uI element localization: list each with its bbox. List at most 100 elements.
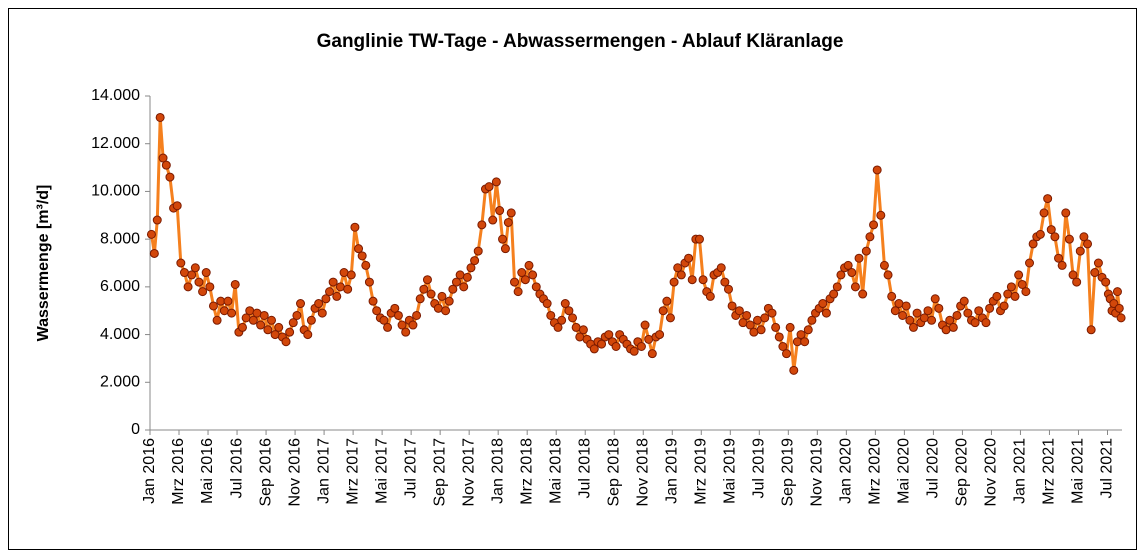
data-point xyxy=(640,320,650,330)
data-point xyxy=(259,310,269,320)
data-point xyxy=(865,232,875,242)
data-point xyxy=(531,282,541,292)
x-tick-label: Mai 2018 xyxy=(547,438,564,504)
data-point xyxy=(774,332,784,342)
data-point xyxy=(459,282,469,292)
data-point xyxy=(510,277,519,287)
data-point xyxy=(546,310,556,320)
data-point xyxy=(760,313,770,323)
x-tick-label: Jul 2018 xyxy=(576,438,593,499)
data-point xyxy=(974,306,984,316)
data-point xyxy=(419,284,429,294)
data-point xyxy=(328,277,338,287)
x-tick-label: Sep 2016 xyxy=(257,438,274,507)
data-point xyxy=(296,299,306,309)
data-point xyxy=(782,349,792,359)
data-point xyxy=(332,291,342,301)
data-point xyxy=(194,277,204,287)
data-point xyxy=(705,291,715,301)
data-point xyxy=(281,337,291,347)
x-tick-label: Mrz 2020 xyxy=(867,438,884,505)
x-tick-label: Mrz 2017 xyxy=(344,438,361,505)
data-point xyxy=(149,248,159,258)
x-tick-label: Mrz 2019 xyxy=(693,438,710,505)
data-point xyxy=(578,325,588,335)
data-point xyxy=(152,215,162,225)
x-tick-label: Jan 2018 xyxy=(489,438,506,504)
data-point xyxy=(473,246,483,256)
data-point xyxy=(669,277,679,287)
data-point xyxy=(676,270,686,280)
data-point xyxy=(237,322,247,332)
y-tick-label: 2.000 xyxy=(100,374,140,391)
y-tick-label: 0 xyxy=(131,421,140,438)
y-axis-label: Wassermenge [m³/d] xyxy=(35,185,52,342)
data-point xyxy=(1010,291,1020,301)
data-point xyxy=(165,172,175,182)
data-point xyxy=(146,229,156,239)
data-point xyxy=(858,289,868,299)
data-point xyxy=(981,318,991,328)
x-tick-label: Jan 2017 xyxy=(315,438,332,504)
data-point xyxy=(923,306,933,316)
data-point xyxy=(553,322,563,332)
data-point xyxy=(498,234,508,244)
data-point xyxy=(883,270,893,280)
data-point xyxy=(887,291,897,301)
x-tick-label: Nov 2020 xyxy=(983,438,1000,507)
data-point xyxy=(1086,325,1096,335)
data-point xyxy=(390,303,400,313)
data-point xyxy=(190,263,200,273)
data-point xyxy=(843,260,853,270)
data-point xyxy=(491,177,501,187)
x-tick-label: Jul 2019 xyxy=(751,438,768,499)
y-tick-label: 14.000 xyxy=(91,87,140,104)
data-point xyxy=(201,268,211,278)
data-point xyxy=(1072,277,1082,287)
data-point xyxy=(503,217,513,227)
x-tick-label: Nov 2017 xyxy=(460,438,477,507)
data-point xyxy=(1039,208,1049,218)
data-point xyxy=(662,296,672,306)
x-tick-label: Sep 2018 xyxy=(605,438,622,507)
data-point xyxy=(1043,194,1053,204)
data-point xyxy=(854,253,864,263)
data-point xyxy=(441,306,451,316)
data-point xyxy=(412,310,422,320)
data-point xyxy=(397,320,407,330)
data-point xyxy=(426,289,436,299)
x-tick-label: Sep 2017 xyxy=(431,438,448,507)
data-point xyxy=(288,318,298,328)
data-point xyxy=(636,342,646,351)
x-tick-label: Jan 2021 xyxy=(1012,438,1029,504)
data-point xyxy=(1061,208,1071,218)
data-point xyxy=(803,325,813,335)
data-point xyxy=(934,303,944,313)
data-point xyxy=(930,294,940,304)
x-tick-label: Mai 2019 xyxy=(722,438,739,504)
data-point xyxy=(778,342,788,351)
data-point xyxy=(230,279,240,289)
data-point xyxy=(807,315,817,325)
data-point xyxy=(321,294,331,304)
data-point xyxy=(466,263,476,273)
data-point xyxy=(992,291,1002,301)
data-point xyxy=(694,234,704,244)
data-point xyxy=(912,308,922,318)
data-point xyxy=(1054,253,1064,263)
data-point xyxy=(198,287,208,297)
x-tick-label: Jul 2017 xyxy=(402,438,419,499)
data-point xyxy=(611,342,621,351)
data-point xyxy=(285,327,295,337)
data-point xyxy=(771,322,781,332)
data-point xyxy=(756,325,766,335)
data-point xyxy=(357,251,367,261)
x-tick-label: Mrz 2018 xyxy=(518,438,535,505)
x-tick-label: Mai 2021 xyxy=(1070,438,1087,504)
data-point xyxy=(985,303,995,313)
data-point xyxy=(970,318,980,328)
data-point xyxy=(734,306,744,316)
chart-title: Ganglinie TW-Tage - Abwassermengen - Abl… xyxy=(317,31,844,52)
data-point xyxy=(927,315,937,325)
data-point xyxy=(256,320,266,330)
